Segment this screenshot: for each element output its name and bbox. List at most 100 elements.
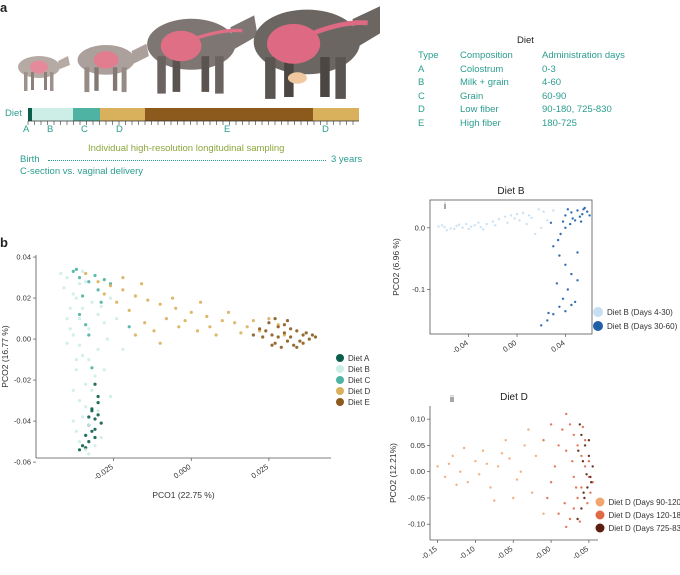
end-label: 3 years	[331, 154, 363, 165]
data-point	[572, 475, 575, 479]
data-point	[158, 302, 162, 306]
diet-days: 4-60	[542, 77, 562, 89]
birth-label: Birth	[20, 154, 40, 165]
data-point	[583, 465, 587, 468]
data-point	[143, 321, 147, 325]
data-point	[71, 388, 75, 392]
data-point	[171, 296, 175, 300]
panel-letter-a: a	[0, 0, 8, 15]
data-point	[576, 496, 579, 500]
data-point	[574, 486, 578, 489]
data-point	[489, 486, 492, 489]
data-point	[500, 452, 504, 455]
data-point	[482, 228, 485, 231]
data-point	[74, 429, 78, 433]
data-point	[583, 439, 587, 442]
data-point	[586, 486, 589, 489]
data-point	[99, 300, 103, 304]
data-point	[579, 220, 583, 223]
legend-swatch	[593, 307, 603, 317]
data-point	[527, 214, 531, 217]
data-point	[96, 394, 100, 399]
y-axis-label: PCO2 (6.96 %)	[391, 238, 401, 296]
data-point	[537, 208, 540, 211]
young-cow-illustration	[147, 15, 258, 94]
data-point	[474, 460, 477, 463]
data-point	[214, 333, 218, 337]
data-point	[570, 211, 573, 214]
data-point	[540, 324, 543, 327]
data-point	[436, 465, 439, 468]
data-point	[564, 226, 567, 229]
data-point	[580, 507, 583, 510]
diet-days: 0-3	[542, 63, 556, 75]
data-point	[90, 429, 94, 433]
data-point	[71, 333, 75, 337]
segment-label: D	[322, 124, 329, 135]
data-point	[65, 317, 69, 321]
data-point	[71, 269, 75, 273]
data-point	[108, 394, 113, 399]
data-point	[477, 221, 480, 224]
x-tick-label: 0.000	[172, 462, 193, 480]
data-point	[566, 288, 569, 291]
series-diet-d-days-120-180-	[542, 412, 594, 529]
data-point	[586, 502, 589, 505]
data-point	[453, 227, 456, 231]
legend-label: Diet D (Days 120-180)	[609, 511, 680, 520]
legend-swatch	[336, 354, 344, 362]
series-diet-d	[84, 271, 286, 345]
data-point	[96, 312, 100, 317]
header-type: Type	[418, 50, 439, 61]
data-point	[289, 327, 293, 331]
data-point	[87, 358, 91, 362]
segment-label: A	[23, 124, 30, 135]
y-axis-label: PCO2 (12.21%)	[388, 443, 398, 503]
data-point	[77, 282, 82, 286]
data-point	[84, 271, 88, 276]
data-point	[245, 325, 249, 329]
data-point	[549, 221, 553, 224]
data-point	[552, 245, 555, 248]
diet-days: 180-725	[542, 117, 577, 129]
legend-label: Diet D (Days 90-120)	[609, 498, 680, 507]
data-point	[561, 297, 565, 300]
data-point	[512, 496, 515, 500]
data-point	[570, 272, 573, 276]
data-point	[508, 457, 511, 460]
data-point	[273, 317, 277, 321]
data-point	[577, 449, 580, 452]
data-point	[534, 232, 537, 236]
subpanel-letter: i	[444, 201, 446, 211]
data-point	[77, 317, 82, 321]
data-point	[586, 210, 589, 213]
data-point	[549, 423, 553, 426]
data-point	[115, 317, 119, 321]
y-tick-label: -0.05	[408, 493, 425, 502]
data-point	[585, 473, 588, 476]
data-point	[183, 319, 187, 323]
data-point	[77, 276, 82, 280]
legend-label: Diet E	[348, 398, 370, 407]
data-point	[87, 423, 91, 427]
data-point	[491, 220, 495, 223]
delivery-text: C-section vs. vaginal delivery	[20, 166, 144, 177]
legend-label: Diet D (Days 725-830)	[609, 524, 680, 533]
diet-table-row: A Colostrum 0-3	[418, 63, 648, 77]
adult-cow-illustration	[253, 6, 380, 99]
data-point	[84, 405, 88, 409]
data-point	[65, 276, 69, 280]
data-point	[542, 512, 545, 515]
data-point	[504, 439, 507, 442]
data-point	[77, 399, 82, 403]
data-point	[565, 525, 568, 529]
series-diet-b-days-30-60-	[540, 206, 591, 327]
data-point	[494, 224, 497, 227]
data-point	[580, 454, 583, 458]
sampling-dotted-line	[48, 160, 326, 161]
data-point	[273, 341, 277, 345]
legend-label: Diet D	[348, 387, 370, 396]
data-point	[581, 460, 585, 463]
chart-title: Diet B	[497, 186, 525, 197]
data-point	[469, 225, 473, 228]
